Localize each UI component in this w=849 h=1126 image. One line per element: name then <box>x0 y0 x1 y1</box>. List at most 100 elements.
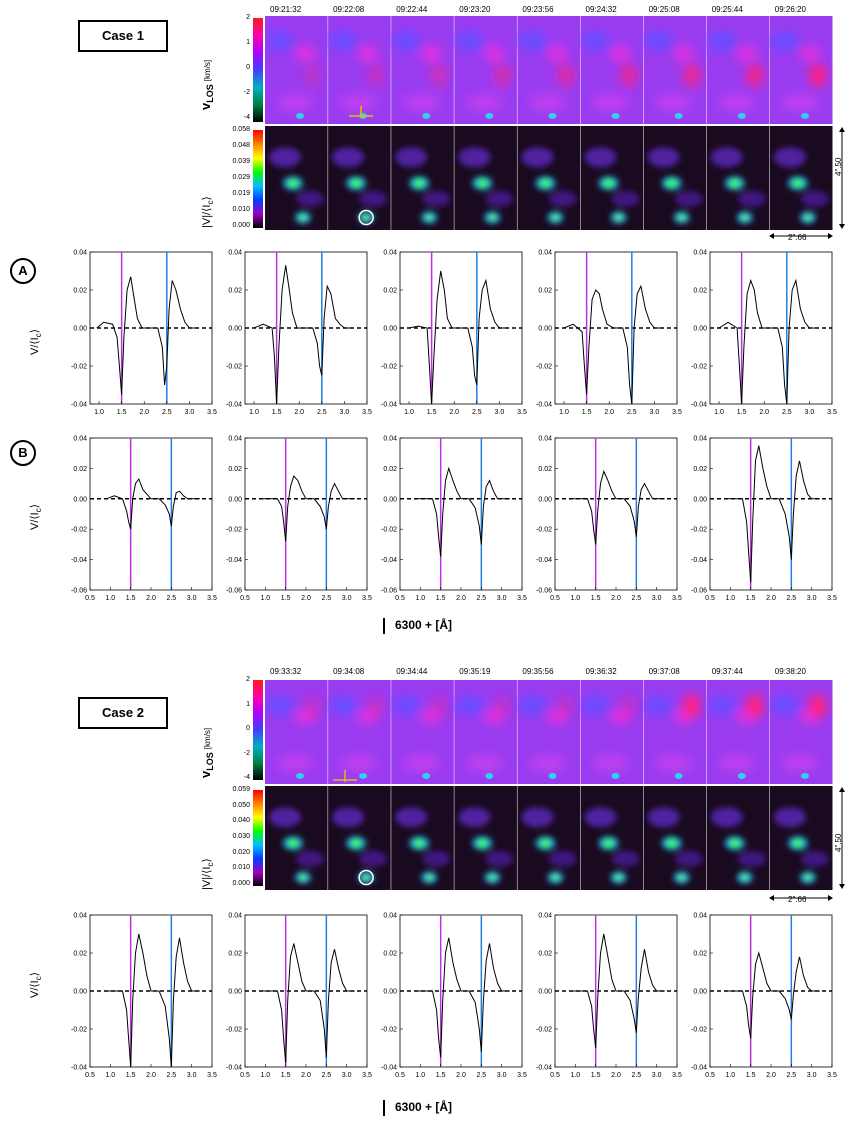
crosshair-marker <box>333 770 357 782</box>
x-tick-label: 3.0 <box>185 409 195 416</box>
y-tick-label: 0.04 <box>73 436 87 443</box>
y-tick-label: -0.02 <box>691 364 707 371</box>
x-tick-label: 2.0 <box>611 595 621 602</box>
x-tick-label: 1.0 <box>94 409 104 416</box>
y-tick-label: 0.02 <box>538 951 552 958</box>
x-tick-label: 3.5 <box>207 409 217 416</box>
y-tick-label: 0.04 <box>538 913 552 920</box>
x-tick-label: 2.0 <box>449 409 459 416</box>
y-tick-label: -0.04 <box>226 402 242 409</box>
y-tick-label: -0.04 <box>536 1065 552 1072</box>
x-tick-label: 2.0 <box>139 409 149 416</box>
x-tick-label: 2.5 <box>476 1072 486 1079</box>
x-tick-label: 0.5 <box>550 1072 560 1079</box>
colorbar-tick: 1 <box>246 39 250 46</box>
colorbar-tick: 0.019 <box>232 190 250 197</box>
y-tick-label: -0.02 <box>226 527 242 534</box>
x-tick-label: 2.0 <box>604 409 614 416</box>
y-tick-label: -0.04 <box>536 557 552 564</box>
y-tick-label: -0.04 <box>71 1065 87 1072</box>
x-tick-label: 0.5 <box>395 595 405 602</box>
y-tick-label: 0.04 <box>693 250 707 257</box>
x-tick-label: 2.5 <box>786 1072 796 1079</box>
x-tick-label: 3.5 <box>207 1072 217 1079</box>
x-tick-label: 3.0 <box>650 409 660 416</box>
x-tick-label: 1.5 <box>436 1072 446 1079</box>
panel-frame <box>89 437 213 591</box>
tracked-feature-circle <box>358 869 374 886</box>
stokes-v-curve <box>571 469 665 545</box>
x-tick-label: 2.5 <box>166 595 176 602</box>
timestamp: 09:21:32 <box>270 5 302 14</box>
x-tick-label: 3.0 <box>497 595 507 602</box>
y-tick-label: 0.02 <box>538 288 552 295</box>
y-tick-label: 0.00 <box>693 496 707 503</box>
x-tick-label: 2.0 <box>611 1072 621 1079</box>
y-tick-label: -0.04 <box>691 1065 707 1072</box>
case2-width-scale <box>768 894 834 908</box>
x-tick-label: 1.0 <box>570 1072 580 1079</box>
profile-panel: 0.5 1.0 1.5 2.0 2.5 3.0 3.5 0.04 0.02 0.00 -0.02 -0… <box>71 436 217 603</box>
y-tick-label: -0.02 <box>381 527 397 534</box>
profile-panel: 0.5 1.0 1.5 2.0 2.5 3.0 3.5 0.04 0.02 0.00 -0.02 -0… <box>381 436 527 603</box>
timestamp: 09:23:56 <box>522 5 554 14</box>
y-tick-label: -0.02 <box>71 1027 87 1034</box>
x-tick-label: 1.0 <box>415 595 425 602</box>
x-tick-label: 0.5 <box>395 1072 405 1079</box>
x-tick-label: 1.0 <box>249 409 259 416</box>
stokes-v-curve <box>96 276 199 395</box>
case1-vi-colorbar <box>253 130 263 228</box>
x-tick-label: 0.5 <box>705 595 715 602</box>
x-tick-label: 1.0 <box>725 595 735 602</box>
profile-panel: 1.0 1.5 2.0 2.5 3.0 3.5 0.04 0.02 0.00 -0.02 -0.04 <box>226 250 372 417</box>
timestamp: 09:35:56 <box>522 667 554 676</box>
y-tick-label: 0.00 <box>228 989 242 996</box>
x-tick-label: 3.5 <box>362 409 372 416</box>
timestamp: 09:24:32 <box>585 5 617 14</box>
x-tick-label: 2.5 <box>631 1072 641 1079</box>
profile-panel: 0.5 1.0 1.5 2.0 2.5 3.0 3.5 0.04 0.02 0.00 -0.02 -0… <box>691 913 837 1080</box>
y-tick-label: 0.02 <box>383 951 397 958</box>
x-tick-label: 3.5 <box>517 409 527 416</box>
y-tick-label: -0.04 <box>381 557 397 564</box>
x-tick-label: 0.5 <box>705 1072 715 1079</box>
y-tick-label: -0.02 <box>536 527 552 534</box>
case2-vi-colorbar <box>253 790 263 886</box>
y-tick-label: 0.00 <box>383 326 397 333</box>
x-tick-label: 2.0 <box>759 409 769 416</box>
y-tick-label: 0.02 <box>73 951 87 958</box>
y-tick-label: 0.02 <box>383 288 397 295</box>
case2-label: Case 2 <box>78 697 168 729</box>
colorbar-tick: 0.030 <box>232 833 250 840</box>
y-tick-label: 0.04 <box>383 250 397 257</box>
stokes-v-curve <box>416 937 510 1058</box>
case1-vlos-strip <box>265 16 833 124</box>
x-tick-label: 3.5 <box>672 409 682 416</box>
x-tick-label: 3.0 <box>340 409 350 416</box>
row-b-label: B <box>10 440 36 466</box>
y-tick-label: -0.04 <box>691 557 707 564</box>
colorbar-tick: -2 <box>243 89 250 96</box>
timestamp: 09:34:08 <box>333 667 365 676</box>
y-tick-label: -0.02 <box>536 364 552 371</box>
y-tick-label: 0.00 <box>383 496 397 503</box>
colorbar-tick: 0.048 <box>232 142 250 149</box>
stokes-v-curve <box>408 270 509 405</box>
x-tick-label: 2.5 <box>476 595 486 602</box>
stokes-v-curve <box>261 943 355 1064</box>
y-tick-label: 0.04 <box>73 250 87 257</box>
colorbar-tick: 0.020 <box>232 848 250 856</box>
x-tick-label: 3.0 <box>342 595 352 602</box>
x-tick-label: 1.5 <box>126 595 136 602</box>
profile-panel: 1.0 1.5 2.0 2.5 3.0 3.5 0.04 0.02 0.00 -0.02 -0.04 <box>691 250 837 417</box>
x-tick-label: 3.0 <box>495 409 505 416</box>
y-tick-label: 0.02 <box>228 466 242 473</box>
x-tick-label: 1.0 <box>725 1072 735 1079</box>
x-tick-label: 1.5 <box>117 409 127 416</box>
y-tick-label: 0.00 <box>693 989 707 996</box>
y-tick-label: 0.00 <box>73 496 87 503</box>
x-tick-label: 1.5 <box>591 1072 601 1079</box>
stokes-v-curve <box>106 477 200 530</box>
case1-vlos-colorbar <box>253 18 263 122</box>
x-tick-label: 1.0 <box>404 409 414 416</box>
